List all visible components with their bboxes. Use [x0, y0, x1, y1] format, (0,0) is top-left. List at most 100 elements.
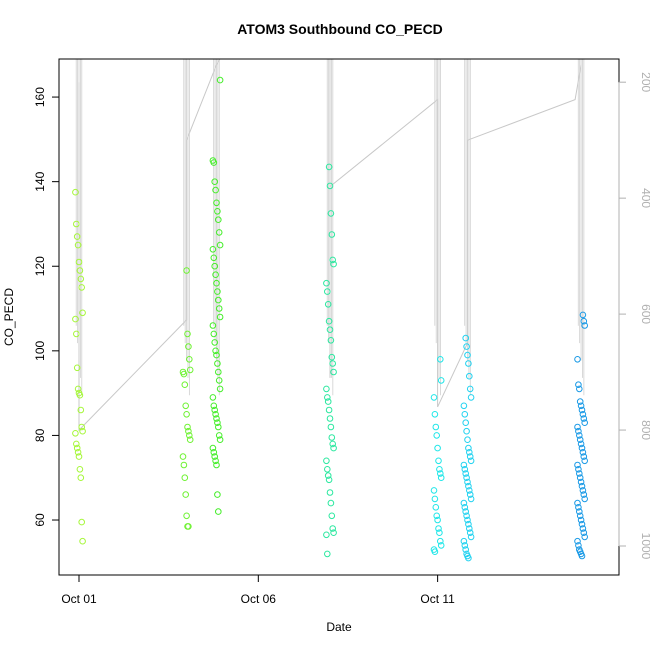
data-point	[324, 472, 332, 479]
y-tick-label: 140	[33, 171, 47, 191]
data-point	[183, 512, 190, 520]
data-point	[463, 474, 470, 482]
data-point	[215, 296, 222, 304]
data-point	[575, 504, 582, 511]
data-point	[330, 260, 337, 268]
data-point	[185, 523, 192, 530]
data-point	[213, 199, 220, 207]
data-point	[181, 474, 189, 482]
data-point	[465, 554, 472, 562]
data-point	[464, 351, 471, 359]
data-point	[580, 491, 588, 498]
data-point	[466, 487, 473, 494]
data-point	[324, 301, 332, 308]
data-point	[323, 279, 330, 287]
data-point	[465, 520, 472, 528]
data-point	[462, 470, 470, 477]
data-point	[324, 466, 331, 473]
data-point	[211, 262, 218, 270]
data-point	[460, 402, 468, 410]
data-point	[574, 499, 581, 507]
data-point	[215, 423, 222, 431]
data-point	[215, 377, 223, 384]
data-point	[210, 330, 218, 338]
data-point	[212, 457, 219, 465]
data-point	[183, 267, 190, 274]
data-point	[324, 398, 332, 405]
data-point	[210, 449, 218, 456]
data-point	[214, 360, 221, 367]
data-point	[185, 427, 192, 435]
data-point	[324, 288, 331, 295]
data-point	[72, 315, 79, 323]
data-point	[212, 411, 219, 418]
x-tick-label: Oct 01	[61, 592, 97, 606]
data-point	[575, 466, 582, 473]
data-point	[328, 512, 336, 520]
data-point	[73, 440, 80, 448]
right-tick-label: 400	[639, 188, 650, 208]
data-point	[216, 313, 224, 321]
data-point	[460, 499, 468, 507]
right-tick-label: 1000	[639, 533, 650, 560]
data-point	[463, 343, 470, 350]
data-point	[580, 415, 588, 422]
data-point	[576, 512, 584, 520]
data-point	[464, 478, 471, 486]
data-point	[437, 356, 444, 363]
data-point	[465, 444, 472, 452]
data-point	[323, 385, 330, 393]
right-tick-label: 600	[639, 304, 650, 324]
data-point	[431, 548, 439, 556]
data-point	[186, 436, 194, 444]
data-point	[466, 372, 473, 380]
data-point	[323, 457, 330, 465]
data-point	[433, 512, 441, 520]
data-point	[433, 432, 441, 439]
data-point	[329, 256, 337, 264]
data-point	[186, 356, 193, 363]
data-point	[216, 385, 224, 393]
data-point	[431, 411, 439, 418]
data-point	[464, 436, 471, 444]
data-point	[437, 474, 445, 482]
data-point	[581, 322, 589, 329]
data-point	[435, 457, 442, 465]
data-point	[213, 351, 220, 359]
data-point	[324, 394, 331, 401]
data-point	[329, 525, 337, 532]
y-tick-label: 80	[33, 428, 47, 442]
data-point	[432, 423, 440, 431]
data-point	[436, 466, 443, 473]
x-axis-title: Date	[326, 620, 352, 634]
data-point	[214, 208, 221, 215]
data-point	[462, 508, 470, 515]
data-point	[325, 406, 333, 414]
right-axis: 200 400 600 800 1000	[618, 72, 650, 560]
data-point	[73, 364, 81, 372]
data-point	[210, 402, 218, 410]
data-point	[325, 163, 333, 171]
data-point	[74, 449, 82, 456]
data-point	[209, 444, 217, 452]
data-point	[214, 419, 221, 427]
data-point	[576, 474, 584, 482]
data-point	[79, 427, 86, 435]
data-point	[577, 516, 585, 524]
data-point	[466, 491, 474, 498]
data-point	[186, 432, 193, 439]
data-point	[214, 288, 221, 295]
data-point	[434, 516, 441, 524]
data-point	[431, 495, 439, 503]
data-point	[463, 512, 470, 520]
data-point	[579, 311, 587, 319]
data-point	[209, 394, 217, 401]
data-point	[437, 537, 444, 545]
data-point	[435, 525, 442, 532]
x-tick-label: Oct 11	[420, 592, 455, 606]
data-point	[462, 546, 470, 553]
data-point	[328, 231, 336, 238]
data-point	[466, 525, 473, 532]
data-point	[73, 330, 80, 338]
data-point	[211, 339, 218, 346]
